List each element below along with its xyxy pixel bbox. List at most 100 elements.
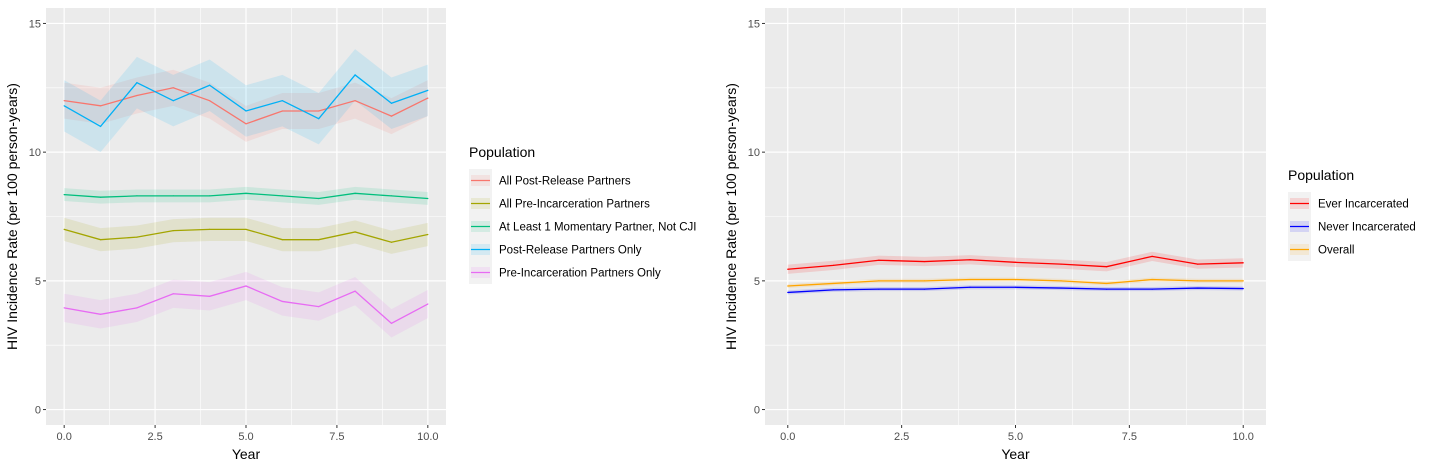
data-point bbox=[832, 289, 834, 291]
y-tick-label: 10 bbox=[29, 147, 41, 159]
data-point bbox=[318, 239, 320, 241]
confidence-band bbox=[64, 69, 428, 142]
legend-label: Overall bbox=[1318, 245, 1354, 257]
data-point bbox=[1151, 288, 1153, 290]
data-point bbox=[427, 303, 429, 305]
data-point bbox=[1151, 255, 1153, 257]
x-tick-label: 5.0 bbox=[1008, 431, 1023, 443]
x-tick-label: 0.0 bbox=[57, 431, 72, 443]
data-point bbox=[99, 196, 102, 198]
x-tick-label: 10.0 bbox=[417, 431, 438, 443]
data-point bbox=[63, 228, 65, 230]
data-point bbox=[99, 105, 102, 107]
data-point bbox=[318, 197, 320, 200]
data-point bbox=[245, 123, 247, 125]
legend-label: All Pre-Incarceration Partners bbox=[499, 199, 650, 211]
y-tick-label: 5 bbox=[754, 276, 760, 288]
data-point bbox=[390, 195, 393, 197]
y-tick-label: 15 bbox=[29, 18, 41, 30]
data-point bbox=[136, 307, 138, 309]
confidence-band bbox=[787, 285, 1244, 295]
data-point bbox=[354, 192, 356, 194]
confidence-band bbox=[64, 217, 428, 254]
legend-label: Pre-Incarceration Partners Only bbox=[499, 268, 661, 280]
data-point bbox=[281, 239, 283, 241]
data-point bbox=[1242, 262, 1244, 264]
data-point bbox=[136, 236, 138, 238]
y-tick-label: 0 bbox=[35, 405, 41, 417]
data-point bbox=[427, 89, 429, 91]
data-point bbox=[427, 233, 429, 236]
x-tick-label: 2.5 bbox=[147, 431, 162, 443]
data-point bbox=[969, 286, 971, 288]
data-point bbox=[832, 282, 834, 285]
data-point bbox=[1242, 280, 1244, 282]
x-tick-label: 7.5 bbox=[1122, 431, 1137, 443]
data-point bbox=[318, 118, 320, 120]
x-axis-title: Year bbox=[1001, 446, 1030, 462]
data-point bbox=[1197, 263, 1199, 265]
data-point bbox=[390, 322, 393, 324]
data-point bbox=[832, 264, 834, 267]
data-point bbox=[1105, 266, 1108, 268]
data-point bbox=[1197, 287, 1199, 289]
data-point bbox=[245, 192, 247, 194]
data-point bbox=[969, 278, 971, 281]
y-tick-label: 15 bbox=[748, 18, 760, 30]
data-point bbox=[209, 84, 211, 86]
data-point bbox=[63, 307, 65, 309]
data-point bbox=[245, 228, 247, 230]
left-plot: 0.0 2.5 5.0 7.5 10.0 0 5 10 15 Year HIV Incidence … bbox=[4, 8, 697, 462]
data-point bbox=[245, 110, 247, 112]
data-point bbox=[209, 295, 211, 297]
data-point bbox=[354, 290, 356, 292]
data-point bbox=[1197, 280, 1199, 282]
data-point bbox=[1151, 278, 1153, 281]
data-point bbox=[787, 268, 789, 270]
x-tick-label: 0.0 bbox=[780, 431, 795, 443]
legend-label: At Least 1 Momentary Partner, Not CJI bbox=[499, 222, 697, 234]
data-point bbox=[209, 195, 211, 197]
data-point bbox=[427, 97, 429, 99]
data-point bbox=[787, 285, 789, 287]
data-point bbox=[390, 115, 393, 117]
legend-title: Population bbox=[1288, 167, 1354, 183]
data-point bbox=[354, 231, 356, 233]
data-point bbox=[99, 239, 102, 241]
data-point bbox=[99, 313, 102, 315]
data-point bbox=[1105, 288, 1108, 290]
legend-label: Post-Release Partners Only bbox=[499, 245, 642, 257]
data-point bbox=[63, 100, 65, 102]
data-point bbox=[136, 82, 138, 84]
confidence-band bbox=[787, 277, 1244, 289]
legend-title: Population bbox=[469, 144, 535, 160]
data-point bbox=[878, 288, 880, 290]
data-point bbox=[318, 305, 320, 308]
data-point bbox=[281, 110, 283, 112]
data-point bbox=[878, 259, 880, 261]
data-point bbox=[172, 87, 174, 89]
data-point bbox=[281, 100, 283, 102]
data-point bbox=[136, 195, 138, 197]
data-point bbox=[172, 195, 174, 197]
data-point bbox=[281, 195, 283, 197]
data-point bbox=[923, 288, 926, 290]
data-point bbox=[281, 300, 283, 303]
data-point bbox=[318, 110, 320, 112]
data-point bbox=[1014, 278, 1017, 281]
data-point bbox=[172, 100, 174, 102]
x-tick-label: 5.0 bbox=[238, 431, 253, 443]
legend-label: All Post-Release Partners bbox=[499, 176, 631, 188]
data-point bbox=[1060, 287, 1062, 289]
confidence-band bbox=[64, 186, 428, 205]
data-point bbox=[354, 100, 356, 102]
legend-label: Ever Incarcerated bbox=[1318, 199, 1409, 211]
x-axis-title: Year bbox=[232, 446, 261, 462]
data-point bbox=[1105, 282, 1108, 285]
data-point bbox=[99, 125, 102, 128]
data-point bbox=[172, 230, 174, 232]
data-point bbox=[923, 260, 926, 263]
data-point bbox=[427, 197, 429, 200]
data-point bbox=[354, 74, 356, 76]
